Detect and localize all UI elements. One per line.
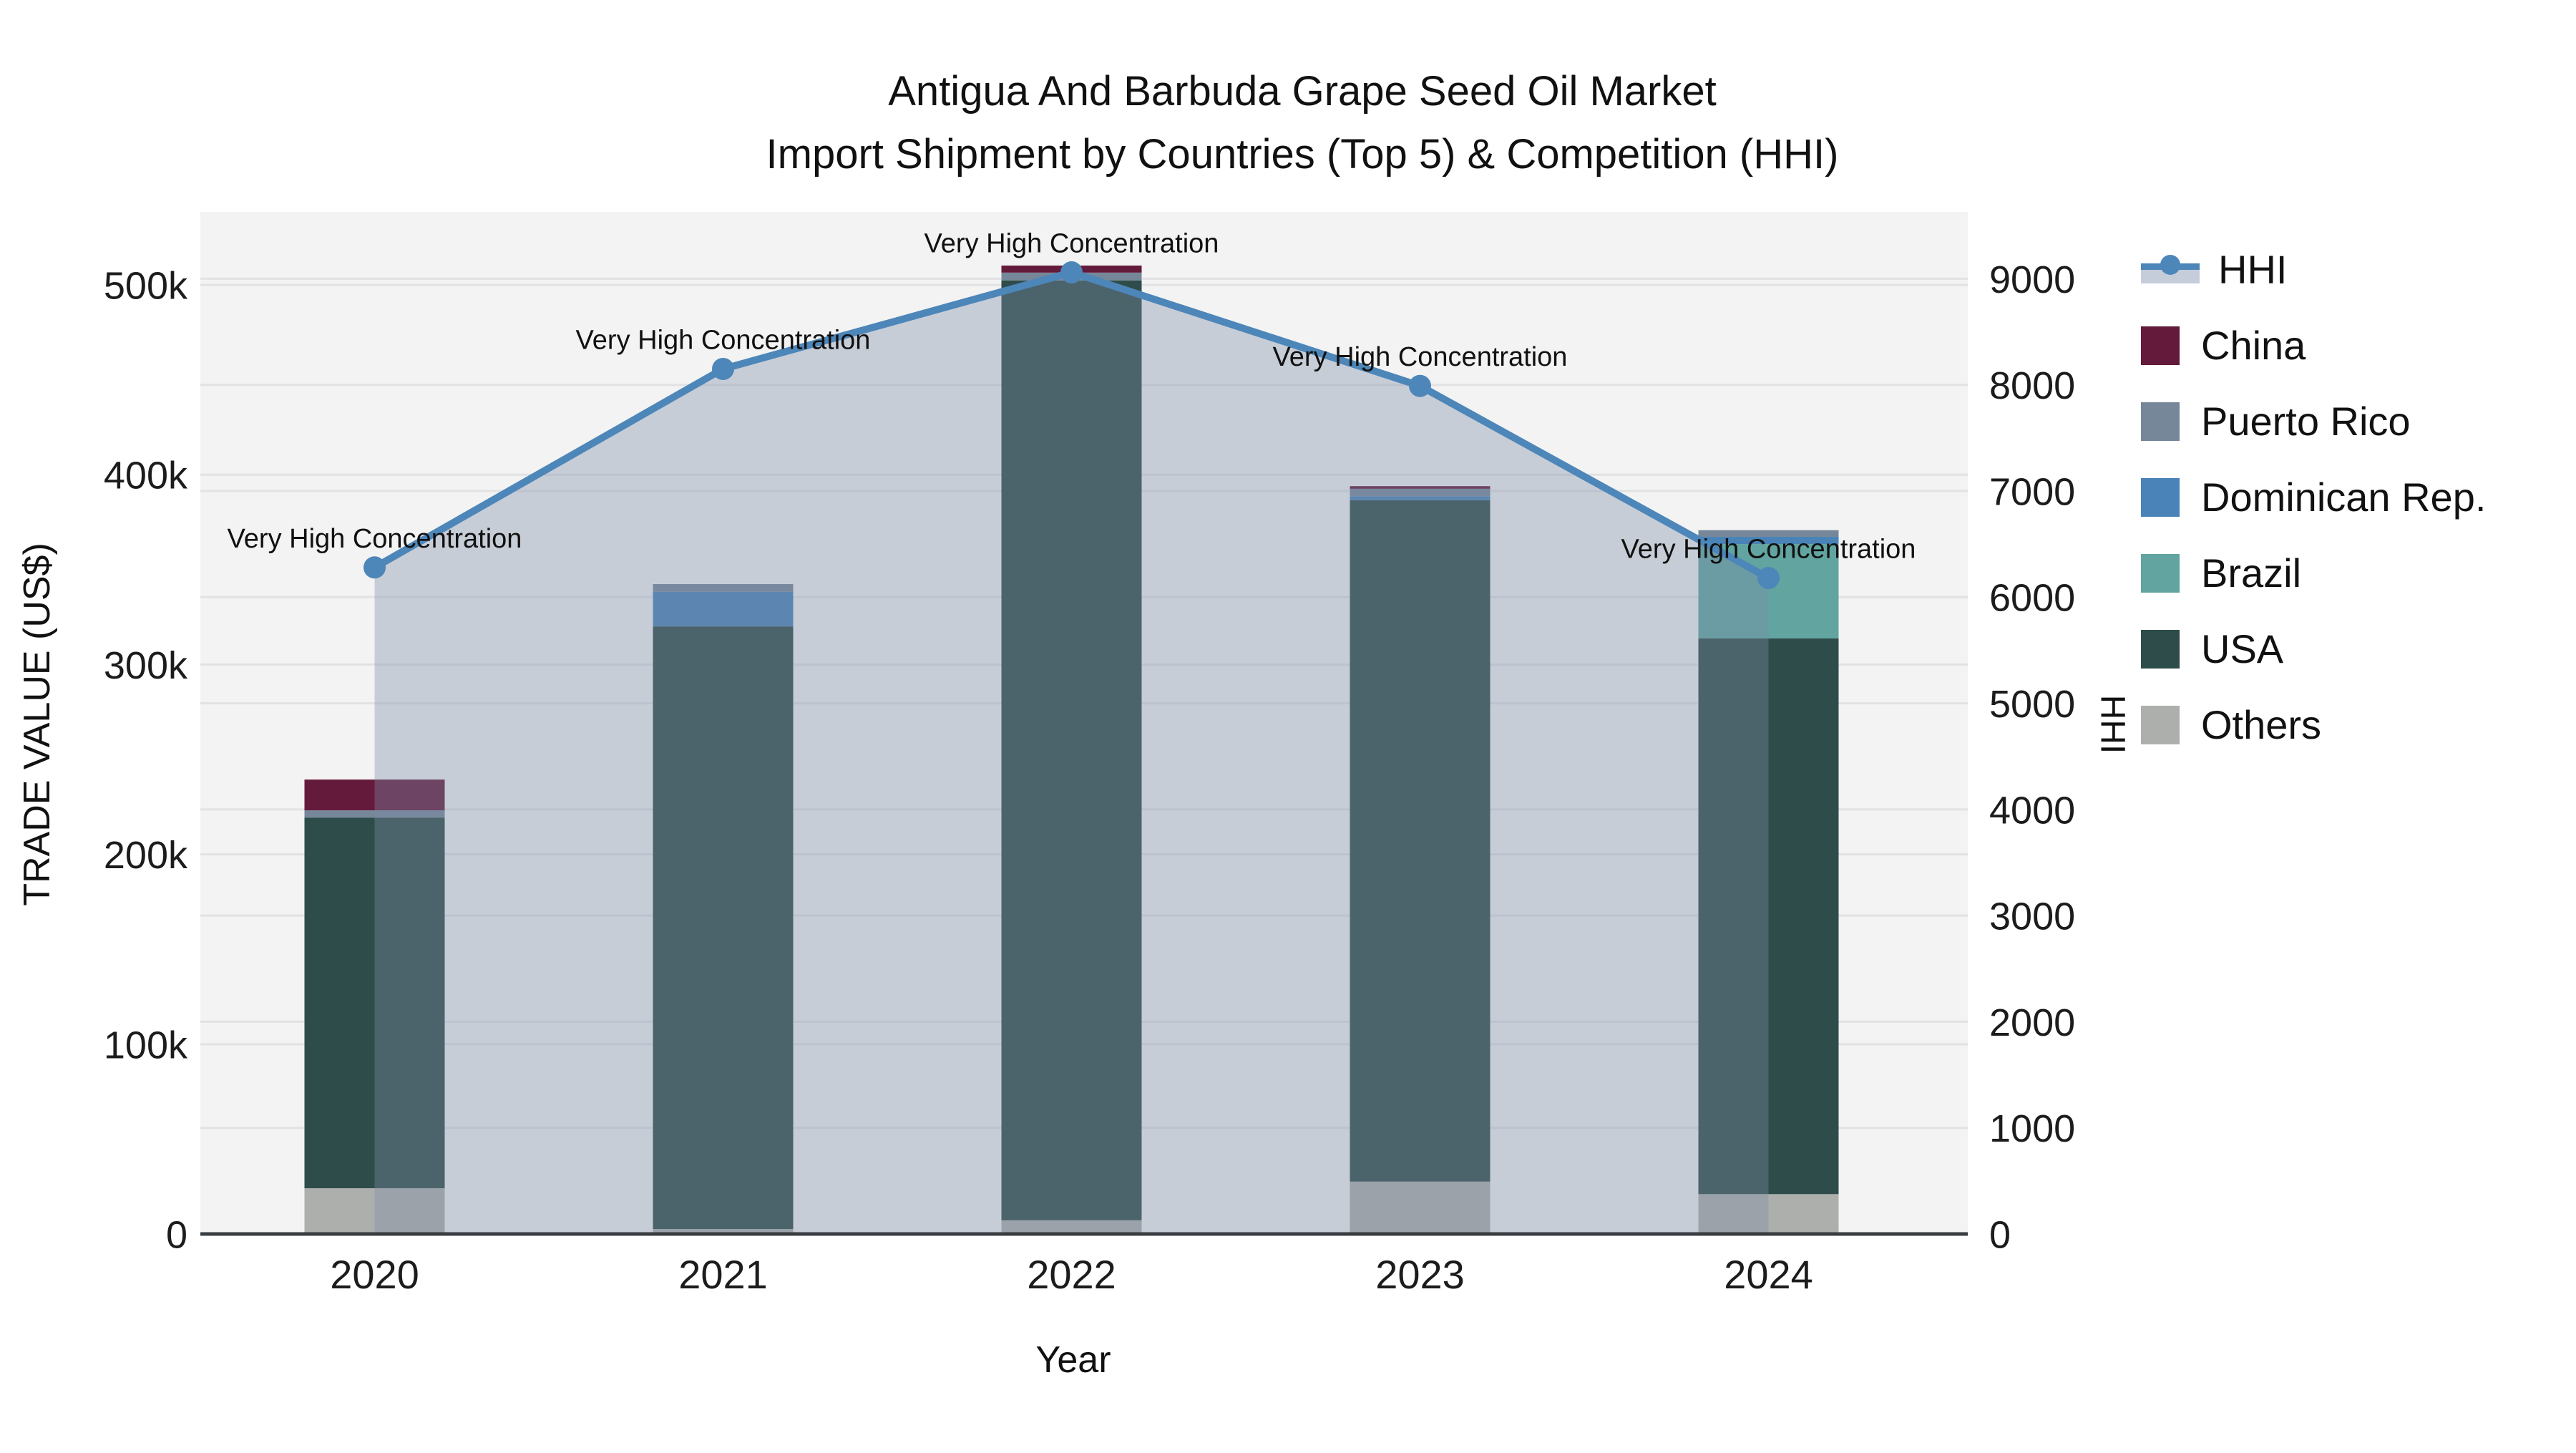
y-right-tick-label: 8000 — [1989, 364, 2075, 407]
bar-segment-brazil-2024 — [1698, 544, 1839, 638]
legend-item-label: Brazil — [2201, 550, 2302, 596]
hhi-marker-2020 — [364, 556, 386, 579]
y-right-tick-label: 6000 — [1989, 577, 2075, 620]
y-right-tick-label: 0 — [1989, 1213, 2011, 1256]
legend-item-label: Puerto Rico — [2201, 399, 2411, 444]
legend-color-swatch-icon — [2141, 477, 2180, 517]
bar-segment-usa-2023 — [1350, 500, 1491, 1182]
legend-item-label: Others — [2201, 702, 2322, 747]
chart-title-line1: Antigua And Barbuda Grape Seed Oil Marke… — [888, 68, 1717, 115]
y-right-axis-title: HHI — [2093, 694, 2132, 754]
legend-item-dominican-rep-[interactable]: Dominican Rep. — [2141, 474, 2486, 520]
legend-item-others[interactable]: Others — [2141, 701, 2486, 748]
x-axis-line — [200, 1232, 1968, 1236]
x-tick-label-2021: 2021 — [678, 1252, 768, 1297]
annotation-2021: Very High Concentration — [576, 325, 871, 355]
y-right-tick-label: 4000 — [1989, 789, 2075, 832]
bar-segment-others-2020 — [304, 1188, 445, 1234]
y-right-tick-label: 3000 — [1989, 895, 2075, 938]
legend: HHI China Puerto Rico Dominican Rep. Brazil U… — [2141, 246, 2486, 777]
legend-item-puerto-rico[interactable]: Puerto Rico — [2141, 398, 2486, 444]
legend-color-swatch-icon — [2141, 629, 2180, 669]
annotation-2020: Very High Concentration — [228, 524, 522, 554]
y-right-tick-label: 1000 — [1989, 1107, 2075, 1150]
hhi-marker-2024 — [1757, 567, 1780, 590]
legend-item-label: USA — [2201, 626, 2284, 671]
bar-segment-dominican-rep--2024 — [1698, 536, 1839, 545]
bar-segment-china-2020 — [304, 779, 445, 811]
y-left-tick-label: 400k — [104, 455, 188, 497]
y-left-tick-label: 500k — [104, 265, 188, 308]
y-right-tick-label: 5000 — [1989, 683, 2075, 726]
legend-item-label: HHI — [2218, 247, 2288, 292]
legend-color-swatch-icon — [2141, 553, 2180, 593]
y-left-axis-title: TRADE VALUE (US$) — [16, 543, 58, 906]
hhi-marker-2021 — [712, 357, 734, 380]
annotation-2024: Very High Concentration — [1621, 535, 1916, 565]
x-tick-label-2020: 2020 — [330, 1252, 419, 1297]
bar-segment-others-2022 — [1001, 1220, 1142, 1234]
bar-segment-puerto-rico-2021 — [653, 584, 794, 592]
bar-segment-others-2024 — [1698, 1194, 1839, 1234]
bar-segment-usa-2021 — [653, 626, 794, 1230]
y-left-tick-label: 300k — [104, 644, 188, 687]
hhi-area-fill — [374, 272, 1769, 1234]
x-tick-label-2024: 2024 — [1724, 1252, 1813, 1297]
y-right-tick-label: 7000 — [1989, 470, 2075, 513]
legend-color-swatch-icon — [2141, 326, 2180, 365]
legend-item-usa[interactable]: USA — [2141, 626, 2486, 672]
hhi-marker-2022 — [1060, 261, 1083, 284]
legend-item-hhi[interactable]: HHI — [2141, 246, 2486, 293]
legend-item-brazil[interactable]: Brazil — [2141, 550, 2486, 596]
legend-item-label: China — [2201, 323, 2306, 368]
y-right-tick-label: 9000 — [1989, 258, 2075, 301]
y-left-tick-label: 100k — [104, 1024, 188, 1066]
bar-segment-dominican-rep--2021 — [653, 591, 794, 627]
legend-item-label: Dominican Rep. — [2201, 475, 2487, 520]
bar-segment-puerto-rico-2024 — [1698, 530, 1839, 537]
bar-segment-puerto-rico-2020 — [304, 810, 445, 818]
legend-item-china[interactable]: China — [2141, 322, 2486, 369]
bar-segment-china-2023 — [1350, 486, 1491, 489]
hhi-line-swatch-icon — [2141, 251, 2200, 289]
hhi-marker-2023 — [1409, 374, 1431, 397]
bar-segment-dominican-rep--2023 — [1350, 496, 1491, 500]
x-axis-title: Year — [1035, 1339, 1111, 1381]
bar-segment-usa-2022 — [1001, 280, 1142, 1220]
annotation-2023: Very High Concentration — [1273, 342, 1568, 372]
chart-title: Antigua And Barbuda Grape Seed Oil Marke… — [200, 60, 2404, 186]
x-tick-label-2022: 2022 — [1027, 1252, 1116, 1297]
bar-segment-others-2021 — [653, 1229, 794, 1234]
x-tick-label-2023: 2023 — [1375, 1252, 1465, 1297]
bar-segment-usa-2024 — [1698, 638, 1839, 1195]
y-right-tick-label: 2000 — [1989, 1001, 2075, 1044]
y-left-tick-label: 0 — [166, 1213, 187, 1256]
bar-segment-others-2023 — [1350, 1181, 1491, 1234]
annotation-2022: Very High Concentration — [924, 229, 1219, 259]
y-left-tick-label: 200k — [104, 834, 188, 877]
legend-color-swatch-icon — [2141, 705, 2180, 744]
bar-segment-usa-2020 — [304, 817, 445, 1189]
legend-color-swatch-icon — [2141, 402, 2180, 441]
chart-title-line2: Import Shipment by Countries (Top 5) & C… — [766, 131, 1839, 178]
bar-segment-puerto-rico-2023 — [1350, 488, 1491, 497]
